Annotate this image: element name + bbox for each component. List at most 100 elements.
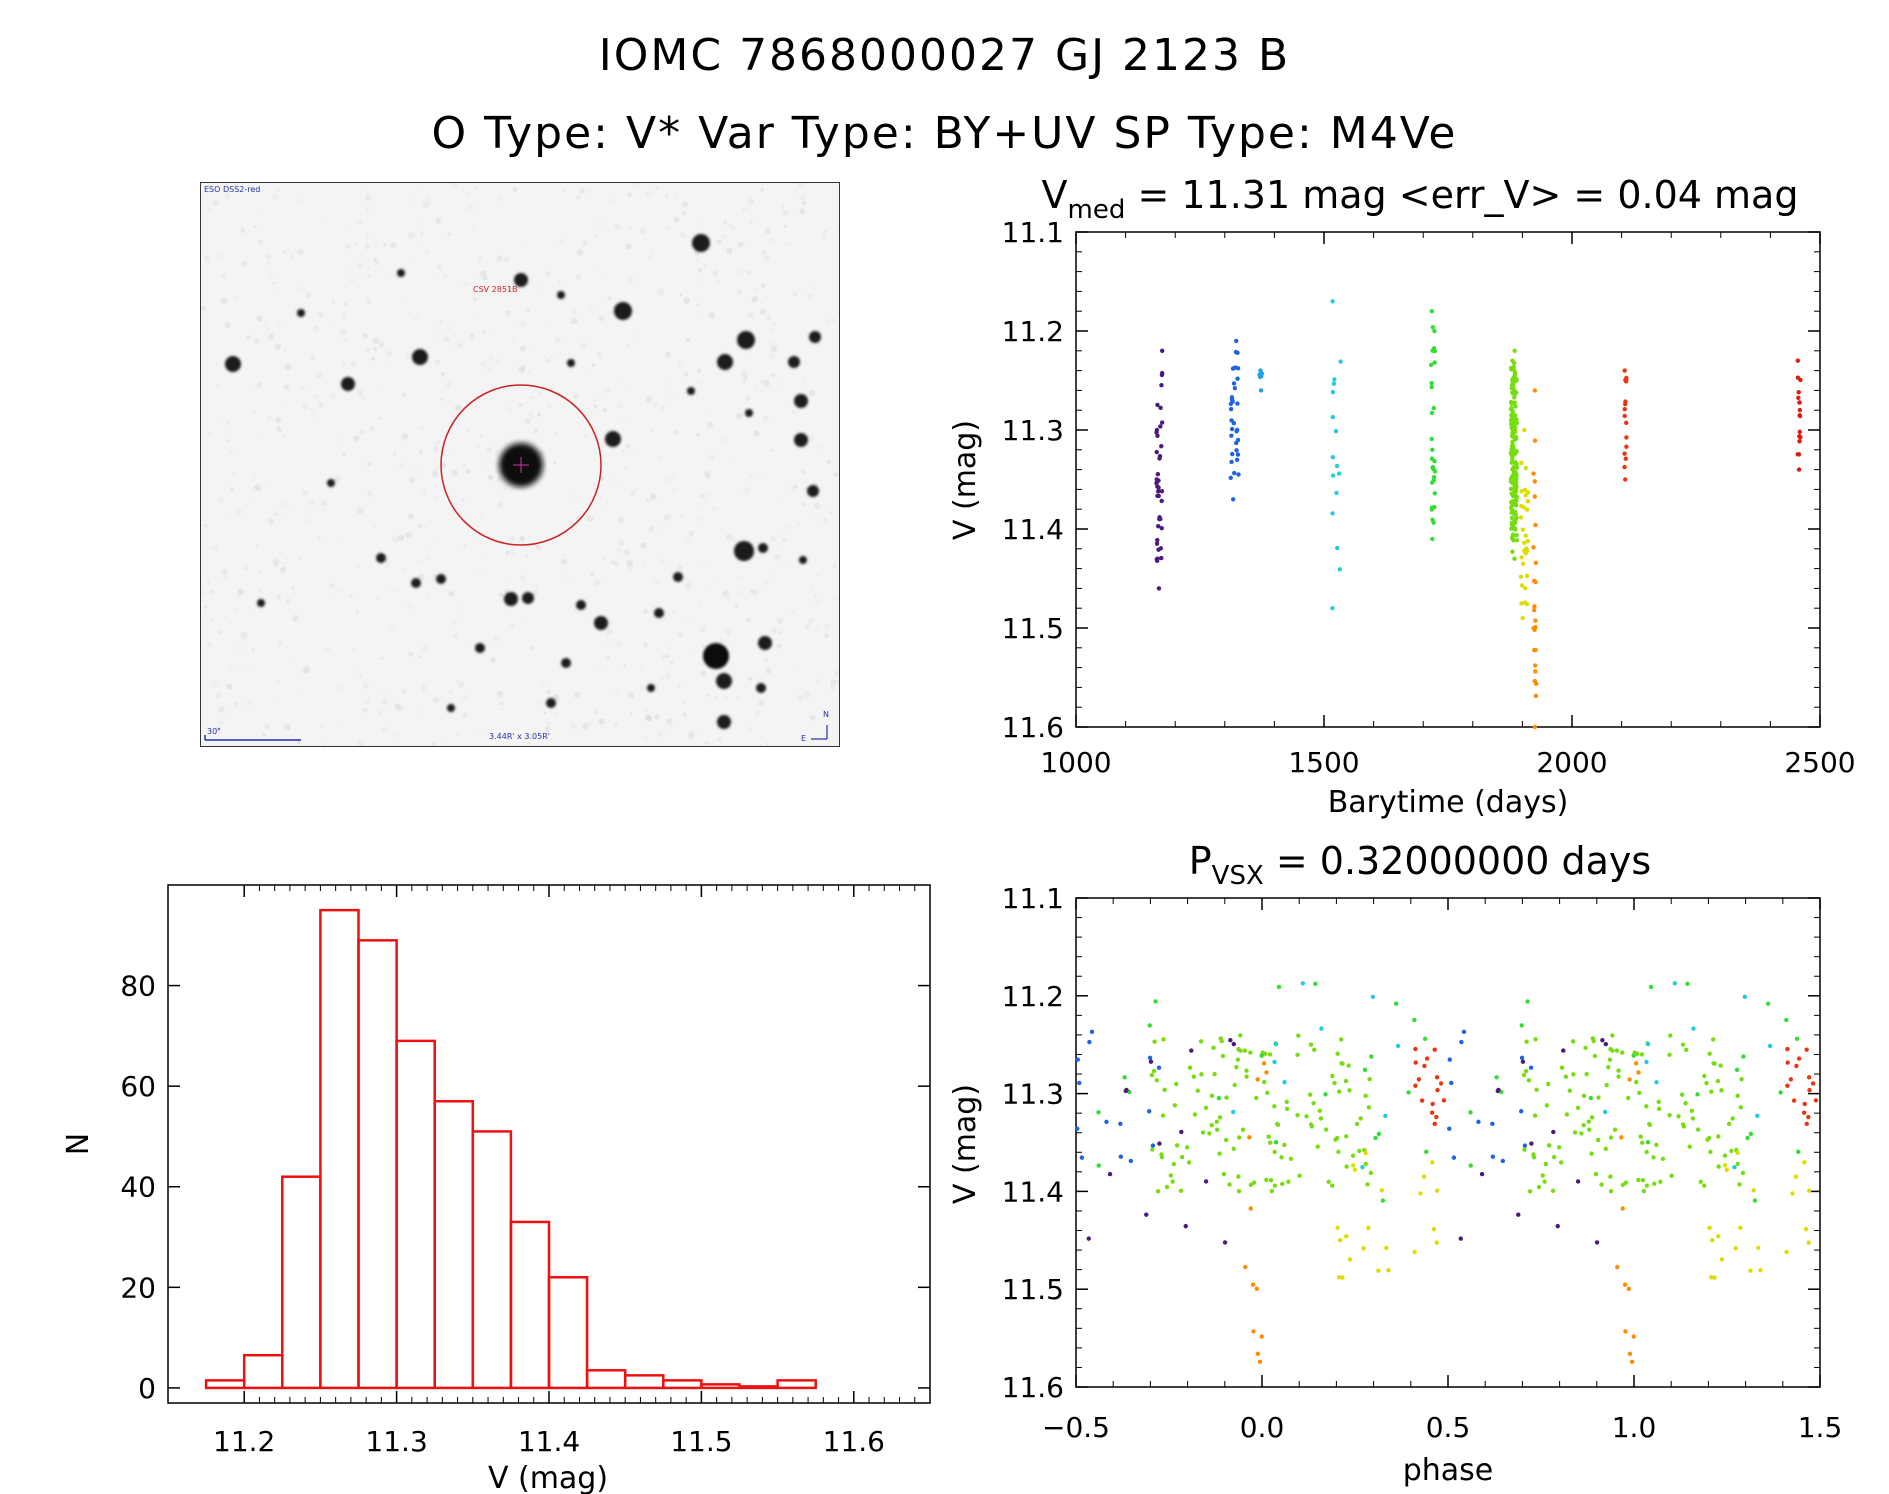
sky-noise <box>700 315 704 319</box>
field-star <box>654 608 664 618</box>
histogram-xlabel: V (mag) <box>488 1461 608 1494</box>
phased-point <box>1680 1042 1686 1047</box>
lightcurve-point <box>1510 523 1516 529</box>
sky-noise <box>419 222 423 226</box>
lightcurve-point <box>1518 515 1524 520</box>
sky-noise <box>362 333 368 339</box>
sky-noise <box>584 412 590 417</box>
phased-point <box>1104 1119 1109 1125</box>
phased-point <box>1221 1171 1227 1177</box>
sky-noise <box>282 502 286 506</box>
sky-noise <box>367 267 371 270</box>
sky-noise <box>742 379 747 383</box>
phased-point <box>1296 1033 1301 1038</box>
phased-point <box>1215 1127 1220 1132</box>
phased-point <box>1571 1072 1576 1077</box>
lightcurve-point <box>1624 444 1629 449</box>
sky-noise <box>322 507 326 512</box>
sky-noise <box>299 688 303 692</box>
sky-noise <box>781 205 785 209</box>
sky-noise <box>218 496 225 503</box>
phased-point <box>1718 1063 1723 1068</box>
sky-noise <box>280 567 286 574</box>
phased-point <box>1149 1072 1155 1078</box>
sky-noise <box>541 681 546 686</box>
sky-noise <box>831 622 836 627</box>
sky-noise <box>232 295 237 300</box>
sky-noise <box>335 721 340 725</box>
sky-noise <box>645 708 649 712</box>
sky-noise <box>593 233 600 239</box>
sky-noise <box>443 336 450 343</box>
phased-point <box>1326 1179 1331 1185</box>
lightcurve-point <box>1234 427 1240 433</box>
lightcurve-point <box>1159 383 1164 388</box>
phased-point <box>1244 1068 1249 1073</box>
sky-noise <box>307 498 315 506</box>
sky-noise <box>625 243 632 250</box>
sky-noise <box>802 292 807 296</box>
lightcurve-point <box>1430 464 1435 470</box>
lightcurve-point <box>1156 493 1161 499</box>
x-tick-label: 2500 <box>1784 746 1855 779</box>
phased-point <box>1413 1083 1418 1088</box>
sky-noise <box>802 488 806 491</box>
sky-noise <box>770 448 774 452</box>
sky-noise <box>462 463 467 468</box>
phased-point <box>1264 1177 1269 1183</box>
sky-noise <box>510 535 516 542</box>
phased-point <box>1644 1149 1649 1155</box>
sky-noise <box>810 714 816 721</box>
lightcurve-point <box>1235 401 1240 406</box>
lightcurve-point <box>1525 538 1530 544</box>
sky-noise <box>494 513 497 516</box>
sky-noise <box>585 434 588 438</box>
sky-noise <box>477 540 483 546</box>
sky-noise <box>396 589 399 592</box>
sky-noise <box>764 657 769 662</box>
phased-point <box>1806 1075 1812 1080</box>
sky-noise <box>420 232 423 235</box>
sky-noise <box>236 595 239 598</box>
phased-point <box>1556 1145 1562 1150</box>
sky-noise <box>657 526 661 530</box>
histogram-bar <box>204 1379 246 1390</box>
phased-point <box>1151 1068 1157 1074</box>
phased-point <box>1623 1180 1629 1185</box>
sky-noise <box>484 366 487 369</box>
phased-point <box>1620 1182 1626 1188</box>
phased-point <box>1150 1143 1156 1148</box>
lightcurve-point <box>1622 368 1627 373</box>
sky-noise <box>777 542 782 547</box>
sky-noise <box>226 420 231 425</box>
sky-noise <box>765 667 772 674</box>
sky-noise <box>210 680 218 688</box>
phased-point <box>1159 1155 1165 1160</box>
sky-noise <box>625 443 630 449</box>
sky-noise <box>663 513 671 521</box>
sky-noise <box>257 587 263 593</box>
sky-noise <box>786 559 790 563</box>
field-star <box>794 433 808 447</box>
y-tick-label: 11.5 <box>1002 612 1064 645</box>
phased-point <box>1376 1268 1381 1273</box>
sky-noise <box>593 399 597 402</box>
sky-noise <box>226 439 231 443</box>
lightcurve-point <box>1519 503 1524 509</box>
sky-noise <box>480 270 487 278</box>
sky-noise <box>479 434 483 439</box>
lightcurve-point <box>1525 490 1531 495</box>
phased-point <box>1587 1127 1592 1132</box>
phased-point <box>1612 1127 1618 1132</box>
sky-noise <box>356 219 363 226</box>
sky-noise <box>748 676 753 681</box>
lightcurve-point <box>1519 601 1524 606</box>
sky-noise <box>598 667 602 672</box>
field-star <box>737 331 755 349</box>
sky-noise <box>377 709 383 715</box>
sky-noise <box>763 254 770 262</box>
histogram-bars <box>204 908 817 1390</box>
phased-point <box>1531 1155 1537 1160</box>
phased-point <box>1174 1081 1179 1087</box>
lightcurve-point <box>1532 627 1537 632</box>
